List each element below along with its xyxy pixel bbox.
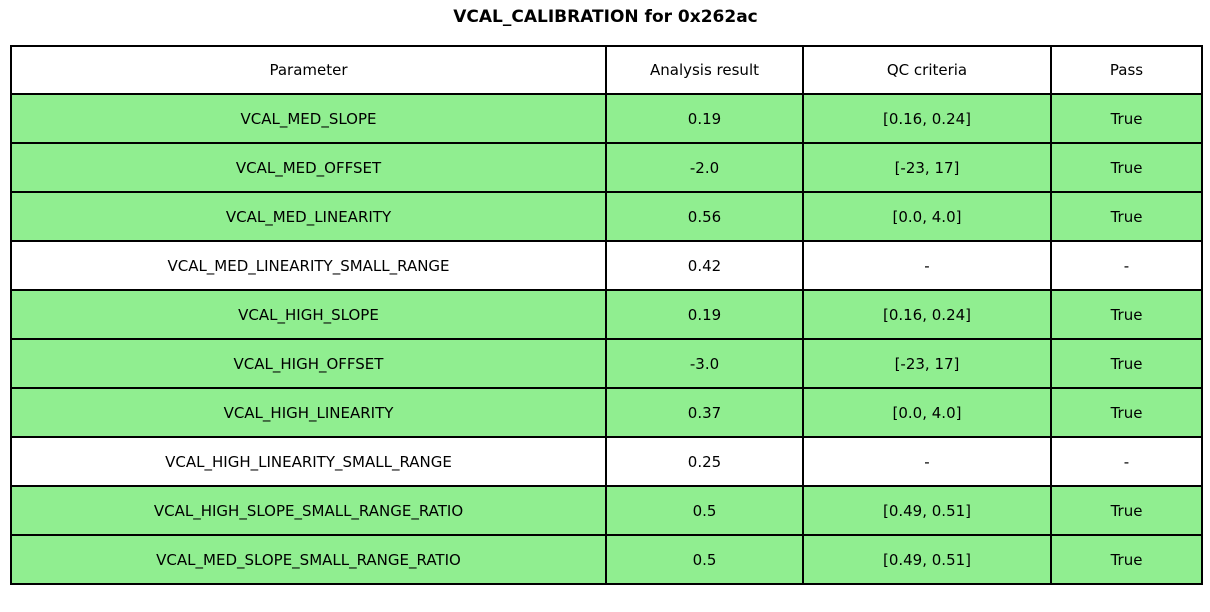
analysis-result-cell: 0.19 [605,93,804,144]
qc-criteria-cell: - [802,240,1052,291]
qc-criteria-cell: [0.0, 4.0] [802,191,1052,242]
pass-cell: True [1050,93,1203,144]
analysis-result-cell: -3.0 [605,338,804,389]
pass-cell: True [1050,289,1203,340]
column-header-analysis-result: Analysis result [605,45,804,95]
parameter-cell: VCAL_MED_SLOPE_SMALL_RANGE_RATIO [10,534,607,585]
pass-cell: True [1050,191,1203,242]
analysis-result-cell: 0.56 [605,191,804,242]
pass-cell: True [1050,534,1203,585]
parameter-cell: VCAL_HIGH_SLOPE [10,289,607,340]
pass-cell: True [1050,485,1203,536]
analysis-result-cell: 0.37 [605,387,804,438]
qc-results-table: Parameter Analysis result QC criteria Pa… [10,45,1203,585]
pass-cell: True [1050,387,1203,438]
table-row: VCAL_MED_OFFSET -2.0 [-23, 17] True [10,142,1203,193]
qc-criteria-cell: [0.16, 0.24] [802,289,1052,340]
table-row: VCAL_HIGH_SLOPE_SMALL_RANGE_RATIO 0.5 [0… [10,485,1203,536]
parameter-cell: VCAL_HIGH_LINEARITY [10,387,607,438]
qc-criteria-cell: [0.49, 0.51] [802,534,1052,585]
qc-criteria-cell: [0.49, 0.51] [802,485,1052,536]
qc-criteria-cell: [0.0, 4.0] [802,387,1052,438]
table-row: VCAL_MED_LINEARITY_SMALL_RANGE 0.42 - - [10,240,1203,291]
analysis-result-cell: 0.5 [605,485,804,536]
pass-cell: True [1050,338,1203,389]
parameter-cell: VCAL_HIGH_SLOPE_SMALL_RANGE_RATIO [10,485,607,536]
table-row: VCAL_HIGH_SLOPE 0.19 [0.16, 0.24] True [10,289,1203,340]
parameter-cell: VCAL_HIGH_OFFSET [10,338,607,389]
qc-criteria-cell: [-23, 17] [802,142,1052,193]
qc-criteria-cell: [0.16, 0.24] [802,93,1052,144]
table-row: VCAL_HIGH_OFFSET -3.0 [-23, 17] True [10,338,1203,389]
table-row: VCAL_MED_SLOPE_SMALL_RANGE_RATIO 0.5 [0.… [10,534,1203,585]
header-row: Parameter Analysis result QC criteria Pa… [10,45,1203,95]
qc-criteria-cell: - [802,436,1052,487]
table-row: VCAL_HIGH_LINEARITY 0.37 [0.0, 4.0] True [10,387,1203,438]
pass-cell: - [1050,240,1203,291]
analysis-result-cell: -2.0 [605,142,804,193]
table-row: VCAL_MED_SLOPE 0.19 [0.16, 0.24] True [10,93,1203,144]
parameter-cell: VCAL_MED_LINEARITY [10,191,607,242]
column-header-qc-criteria: QC criteria [802,45,1052,95]
analysis-result-cell: 0.5 [605,534,804,585]
column-header-parameter: Parameter [10,45,607,95]
analysis-result-cell: 0.42 [605,240,804,291]
parameter-cell: VCAL_MED_LINEARITY_SMALL_RANGE [10,240,607,291]
figure-title: VCAL_CALIBRATION for 0x262ac [453,7,758,27]
table-body: VCAL_MED_SLOPE 0.19 [0.16, 0.24] True VC… [10,93,1203,585]
pass-cell: - [1050,436,1203,487]
column-header-pass: Pass [1050,45,1203,95]
parameter-cell: VCAL_MED_OFFSET [10,142,607,193]
pass-cell: True [1050,142,1203,193]
table-row: VCAL_HIGH_LINEARITY_SMALL_RANGE 0.25 - - [10,436,1203,487]
analysis-result-cell: 0.25 [605,436,804,487]
parameter-cell: VCAL_MED_SLOPE [10,93,607,144]
qc-criteria-cell: [-23, 17] [802,338,1052,389]
table-row: VCAL_MED_LINEARITY 0.56 [0.0, 4.0] True [10,191,1203,242]
parameter-cell: VCAL_HIGH_LINEARITY_SMALL_RANGE [10,436,607,487]
analysis-result-cell: 0.19 [605,289,804,340]
